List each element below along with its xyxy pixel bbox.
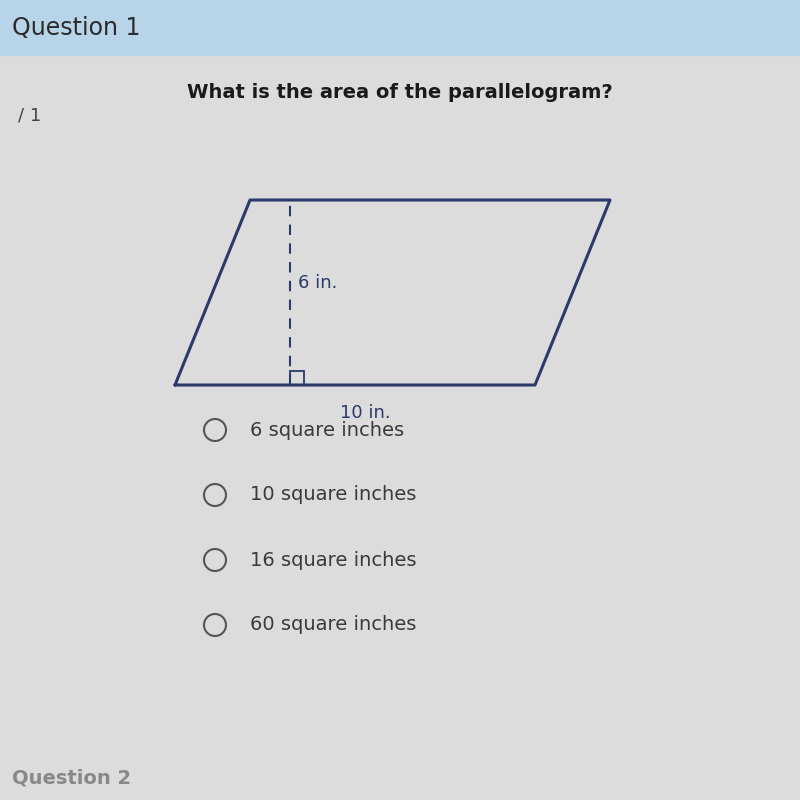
Text: / 1: / 1 bbox=[18, 106, 42, 124]
Text: 16 square inches: 16 square inches bbox=[250, 550, 417, 570]
Text: 60 square inches: 60 square inches bbox=[250, 615, 416, 634]
Bar bbox=[0, 0, 800, 55]
Text: What is the area of the parallelogram?: What is the area of the parallelogram? bbox=[187, 83, 613, 102]
Text: 6 square inches: 6 square inches bbox=[250, 421, 404, 439]
Text: Question 1: Question 1 bbox=[12, 15, 140, 39]
Text: 6 in.: 6 in. bbox=[298, 274, 338, 291]
Text: 10 square inches: 10 square inches bbox=[250, 486, 416, 505]
Text: 10 in.: 10 in. bbox=[340, 404, 390, 422]
Bar bbox=[290, 371, 304, 385]
Text: Question 2: Question 2 bbox=[12, 769, 131, 787]
